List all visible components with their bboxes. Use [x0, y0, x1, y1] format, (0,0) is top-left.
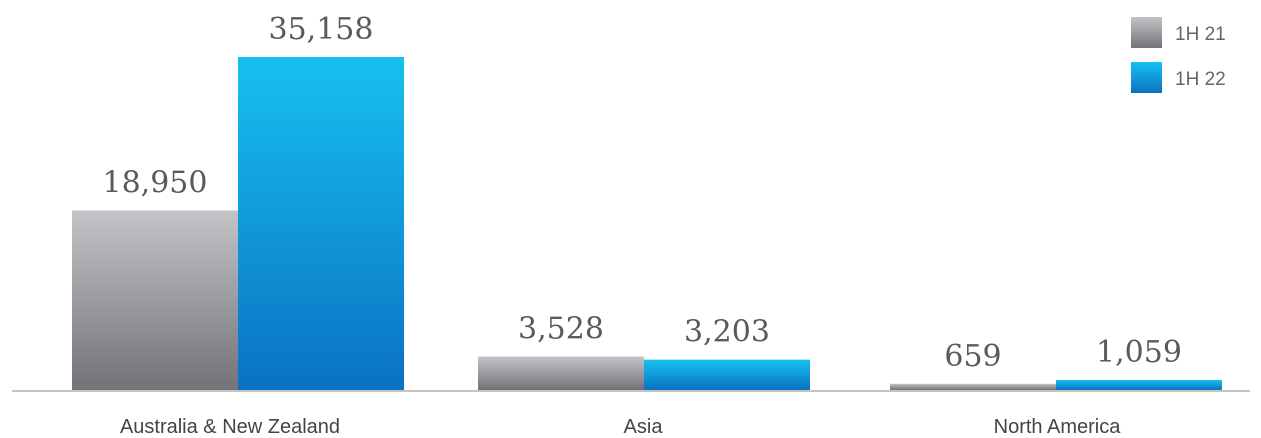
data-label: 3,528 [518, 312, 604, 347]
legend-swatch [1131, 62, 1162, 93]
data-label: 659 [944, 339, 1001, 374]
data-label: 35,158 [269, 12, 374, 47]
bar-1h22-2 [1056, 379, 1222, 390]
data-label: 18,950 [103, 166, 208, 201]
category-label: North America [994, 416, 1122, 438]
bar-1h21-2 [890, 383, 1056, 390]
bar-1h21-1 [478, 356, 644, 390]
bar-1h22-0 [238, 57, 404, 390]
category-label: Australia & New Zealand [120, 416, 340, 438]
bar-1h21-0 [72, 210, 238, 390]
legend-label: 1H 21 [1175, 24, 1226, 45]
data-label: 1,059 [1096, 335, 1182, 370]
legend-label: 1H 22 [1175, 69, 1226, 90]
data-label: 3,203 [684, 315, 770, 350]
category-label: Asia [624, 416, 664, 438]
legend-swatch [1131, 17, 1162, 48]
bar-1h22-1 [644, 359, 810, 390]
